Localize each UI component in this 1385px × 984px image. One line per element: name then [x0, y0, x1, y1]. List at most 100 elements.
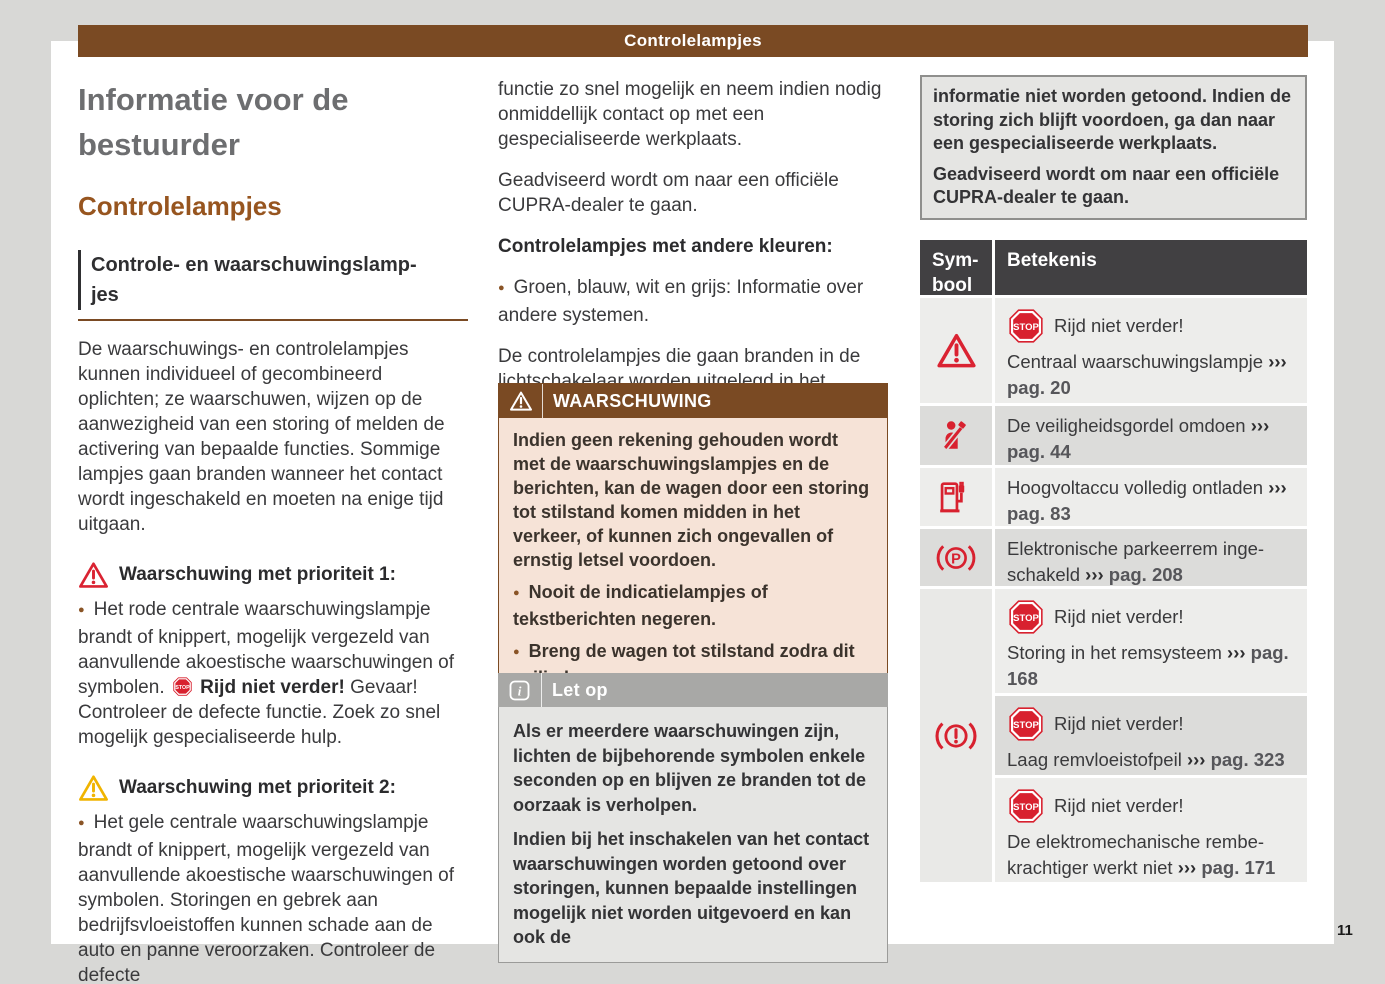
- paragraph: Geadviseerd wordt om naar een officiële …: [498, 170, 839, 216]
- note-box-title: Let op: [552, 679, 608, 700]
- meaning-cell: De veiligheidsgordel omdoen ››› pag. 44: [995, 406, 1307, 465]
- note-continuation-box: informatie niet worden getoond. Indien d…: [920, 75, 1307, 220]
- priority1-warning-heading: Waarschuwing met prioriteit 1:: [78, 561, 468, 589]
- stop-text: STOP: [1013, 802, 1039, 813]
- seatbelt-icon: [942, 420, 966, 450]
- warning-box-body: Indien geen rekening gehouden wordt met …: [499, 418, 887, 702]
- table-header-symbol: Sym- bool: [920, 240, 992, 295]
- meaning-desc: Hoogvoltaccu volledig ontladen: [1007, 477, 1264, 498]
- priority1-warning-label: Waarschuwing met prioriteit 1:: [119, 564, 396, 585]
- stop-line: STOP Rijd niet verder!: [1007, 787, 1303, 825]
- meaning-cell: Hoogvoltaccu volledig ontladen ››› pag. …: [995, 468, 1307, 526]
- page-link[interactable]: pag. 323: [1210, 749, 1285, 770]
- meaning-text: Hoogvoltaccu volledig ontladen ››› pag. …: [1007, 475, 1303, 526]
- page-link[interactable]: pag. 208: [1108, 564, 1183, 585]
- priority2-warning-heading: Waarschuwing met prioriteit 2:: [78, 774, 468, 802]
- warning-triangle-icon: [499, 384, 543, 418]
- symbol-cell-brake-group: [920, 589, 992, 882]
- section-title: Controlelampjes: [78, 191, 282, 221]
- page-link[interactable]: pag. 83: [1007, 503, 1071, 524]
- info-glyph: i: [518, 683, 522, 698]
- table-header-meaning: Betekenis: [995, 240, 1307, 295]
- chapter-header-bar: Controlelampjes: [78, 25, 1308, 57]
- warning-box: WAARSCHUWING Indien geen rekening gehoud…: [498, 383, 888, 703]
- yellow-warning-triangle-icon: [79, 775, 108, 801]
- symbol-cell: [920, 406, 992, 465]
- meaning-text: Centraal waarschuwingslampje ››› pag. 20: [1007, 349, 1303, 401]
- symbol-cell: [920, 468, 992, 526]
- note-continuation-paragraph: Geadviseerd wordt om naar een officiële …: [933, 163, 1280, 208]
- chevron-link-icon: ›››: [1268, 351, 1287, 372]
- symbol-table: Sym- bool Betekenis STOP Rijd niet: [920, 240, 1307, 882]
- stop-label: Rijd niet verder!: [1054, 713, 1184, 734]
- priority2-warning-label: Waarschuwing met prioriteit 2:: [119, 777, 396, 798]
- priority1-text-bold: Rijd niet verder!: [200, 677, 345, 698]
- meaning-desc: De veiligheidsgordel omdoen: [1007, 415, 1246, 436]
- chevron-link-icon: ›››: [1268, 477, 1287, 498]
- page-link[interactable]: pag. 44: [1007, 441, 1071, 462]
- colors-bullet: Groen, blauw, wit en grijs: Informatie o…: [498, 275, 888, 328]
- stop-line: STOP Rijd niet verder!: [1007, 705, 1303, 743]
- colors-heading: Controlelampjes met andere kleuren:: [498, 236, 833, 257]
- priority2-bullet: Het gele centrale waarschuwingslampje br…: [78, 810, 468, 984]
- stop-text: STOP: [1013, 720, 1039, 731]
- symbol-cell: P: [920, 529, 992, 586]
- meaning-cell: STOP Rijd niet verder! Centraal waarschu…: [995, 298, 1307, 403]
- parking-brake-icon: P: [936, 544, 976, 571]
- note-box-body: Als er meerdere waarschuwingen zijn, lic…: [498, 707, 888, 963]
- note-paragraph: Indien bij het inschakelen van het conta…: [513, 829, 870, 947]
- stop-sign-icon: STOP: [1009, 600, 1043, 634]
- page-link[interactable]: pag. 168: [1007, 642, 1289, 689]
- warning-bullet: Nooit de indicatielampjes of tekstberich…: [513, 580, 873, 631]
- warning-box-title: WAARSCHUWING: [553, 390, 712, 411]
- meaning-desc: Centraal waarschuwingslampje: [1007, 351, 1264, 372]
- symbol-cell: [920, 298, 992, 403]
- stop-sign-icon: STOP: [1009, 789, 1043, 823]
- priority1-text-pre: Het rode centrale waarschuwingslampje br…: [78, 599, 455, 698]
- chevron-link-icon: ›››: [1085, 564, 1104, 585]
- stop-label: Rijd niet verder!: [1054, 606, 1184, 627]
- meaning-desc: Elektronische parkeerrem inge­schakeld: [1007, 538, 1265, 585]
- intro-paragraph: De waarschuwings- en controlelampjes kun…: [78, 339, 445, 535]
- meaning-desc: Laag remvloeistofpeil: [1007, 749, 1182, 770]
- parking-glyph: P: [951, 551, 961, 567]
- chapter-title: Controlelampjes: [624, 31, 762, 50]
- warning-paragraph: Indien geen rekening gehouden wordt met …: [513, 430, 870, 570]
- meaning-cell: Elektronische parkeerrem inge­schakeld ›…: [995, 529, 1307, 586]
- chevron-link-icon: ›››: [1177, 857, 1197, 878]
- stop-text: STOP: [175, 685, 190, 691]
- stop-sign-icon: STOP: [1009, 707, 1043, 741]
- stop-sign-icon: STOP: [173, 677, 192, 696]
- middle-column: functie zo snel mogelijk en neem indien …: [498, 75, 888, 963]
- red-warning-triangle-icon: [79, 562, 108, 588]
- stop-label: Rijd niet verder!: [1054, 795, 1184, 816]
- stop-line: STOP Rijd niet verder!: [1007, 307, 1303, 345]
- meaning-cell: STOP Rijd niet verder! Storing in het re…: [995, 589, 1307, 693]
- note-box-header: i Let op: [498, 673, 888, 707]
- stop-sign-icon: STOP: [1009, 309, 1043, 343]
- meaning-cell: STOP Rijd niet verder! De elektromechani…: [995, 778, 1307, 882]
- right-column: informatie niet worden getoond. Indien d…: [920, 75, 1307, 882]
- meaning-text: Elektronische parkeerrem inge­schakeld ›…: [1007, 536, 1303, 586]
- stop-line: STOP Rijd niet verder!: [1007, 598, 1303, 636]
- stop-text: STOP: [1013, 613, 1039, 624]
- central-warning-triangle-icon: [936, 333, 976, 368]
- page-link[interactable]: pag. 171: [1201, 857, 1276, 878]
- priority1-bullet: Het rode centrale waarschuwingslampje br…: [78, 597, 468, 750]
- page-link[interactable]: pag. 20: [1007, 377, 1071, 398]
- page-title: Informatie voor de bestuurder: [78, 82, 349, 162]
- meaning-text: De elektromechanische rembe­krachtiger w…: [1007, 829, 1303, 881]
- meaning-desc: Storing in het remsysteem: [1007, 642, 1222, 663]
- meaning-text: Laag remvloeistofpeil ››› pag. 323: [1007, 747, 1303, 773]
- subsection-heading: Controle- en waarschuwingslamp- jes: [78, 250, 468, 310]
- brake-warning-icon: [935, 721, 977, 750]
- high-voltage-battery-icon: [940, 481, 965, 513]
- note-continuation-paragraph: informatie niet worden getoond. Indien d…: [933, 86, 1292, 153]
- meaning-text: Storing in het remsysteem ››› pag. 168: [1007, 640, 1303, 692]
- meaning-cell: STOP Rijd niet verder! Laag remvloeistof…: [995, 696, 1307, 775]
- warning-box-header: WAARSCHUWING: [499, 384, 887, 418]
- info-icon: i: [498, 673, 542, 707]
- priority1-text-post: Gevaar! Controleer de defecte functie. Z…: [78, 677, 441, 748]
- chevron-link-icon: ›››: [1250, 415, 1270, 436]
